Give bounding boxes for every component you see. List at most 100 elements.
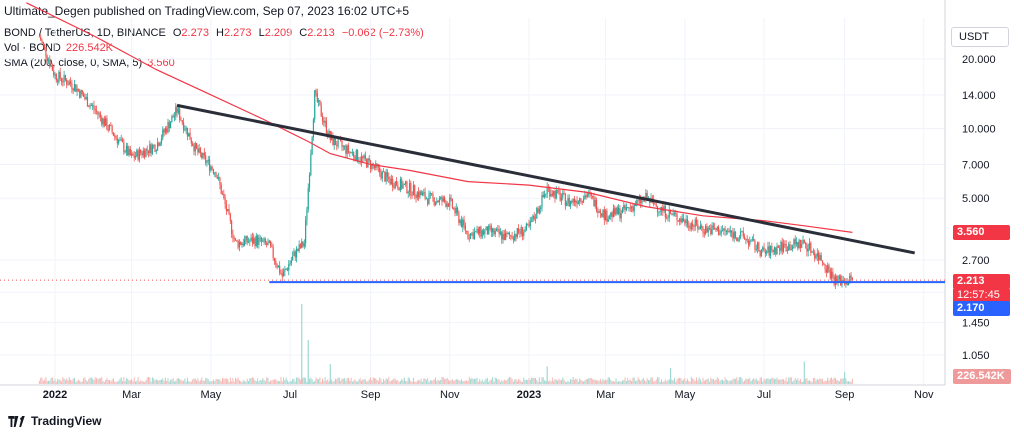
candle-body: [253, 238, 255, 244]
volume-bar: [693, 379, 695, 384]
volume-bar: [380, 378, 382, 384]
volume-bar: [798, 380, 800, 384]
volume-bar: [473, 378, 475, 384]
volume-bar: [428, 381, 430, 384]
volume-bar: [360, 380, 362, 384]
candle-body: [779, 247, 781, 251]
candle-body: [602, 209, 604, 217]
candle-body: [842, 280, 844, 282]
candle-body: [815, 256, 817, 259]
candle-body: [797, 242, 799, 249]
volume-bar: [503, 379, 505, 384]
candle-body: [144, 150, 146, 158]
candle-body: [305, 220, 307, 244]
y-tick-label: 10.000: [962, 124, 996, 136]
volume-bar: [618, 381, 620, 384]
candle-body: [628, 207, 630, 209]
candle-body: [238, 241, 241, 248]
candle-body: [507, 233, 509, 234]
volume-bar: [416, 380, 418, 384]
candle-body: [449, 197, 451, 207]
candle-body: [769, 246, 772, 256]
volume-bar: [662, 381, 664, 384]
candle-body: [560, 197, 563, 201]
volume-label[interactable]: Vol · BOND: [4, 42, 61, 54]
candle-body: [227, 208, 229, 212]
candle-body: [710, 228, 712, 235]
candle-body: [610, 212, 612, 217]
candle-body: [264, 238, 266, 243]
candle-body: [184, 129, 186, 131]
candle-body: [76, 88, 78, 92]
volume-bar: [396, 380, 398, 384]
volume-bar: [331, 379, 333, 384]
volume-bar: [194, 378, 196, 384]
candle-body: [719, 233, 721, 235]
candle-body: [462, 219, 464, 228]
candle-body: [302, 241, 304, 247]
volume-bar: [375, 378, 377, 384]
candle-body: [211, 166, 213, 170]
candle-body: [763, 247, 765, 251]
candle-body: [510, 235, 512, 237]
symbol-label[interactable]: BOND / TetherUS, 1D, BINANCE: [4, 27, 166, 39]
volume-bar: [162, 378, 164, 384]
volume-bar: [627, 378, 629, 384]
volume-bar: [783, 379, 785, 384]
candle-body: [106, 118, 108, 130]
volume-bar: [573, 379, 575, 384]
candle-body: [712, 225, 715, 228]
volume-bar: [101, 377, 103, 384]
volume-bar: [298, 378, 300, 384]
candle-body: [236, 240, 238, 242]
volume-bar: [41, 378, 43, 384]
candle-body: [460, 220, 463, 228]
candle-body: [172, 116, 174, 118]
volume-bar: [279, 381, 281, 384]
candle-body: [495, 229, 498, 231]
volume-bar: [171, 379, 173, 384]
candle-body: [558, 190, 560, 193]
candle-body: [44, 44, 46, 48]
candle-body: [486, 226, 489, 235]
candle-body: [159, 143, 161, 146]
volume-bar: [66, 378, 68, 384]
volume-bar: [166, 380, 168, 384]
candle-body: [471, 232, 473, 234]
volume-bar: [454, 380, 456, 384]
candle-body: [619, 207, 621, 219]
candle-body: [395, 181, 398, 186]
volume-bar: [184, 378, 186, 384]
candle-body: [693, 226, 695, 227]
currency-button[interactable]: USDT: [951, 27, 1009, 47]
candle-body: [377, 166, 379, 168]
volume-bar: [544, 380, 546, 384]
volume-bar: [475, 378, 477, 384]
candle-body: [721, 229, 724, 231]
candle-body: [298, 244, 300, 251]
descending-trendline: [176, 103, 915, 255]
candle-body: [425, 198, 428, 200]
candle-body: [180, 119, 182, 121]
candle-body: [73, 84, 76, 91]
volume-bar: [218, 379, 220, 384]
volume-bar: [564, 381, 566, 384]
volume-bar: [59, 379, 61, 384]
volume-bar: [740, 377, 742, 384]
volume-bar: [159, 379, 161, 384]
candle-body: [346, 145, 348, 154]
volume-bar: [566, 381, 568, 384]
candle-body: [351, 152, 353, 154]
volume-bar: [327, 379, 329, 384]
candle-body: [484, 230, 486, 235]
volume-bar: [755, 378, 757, 384]
volume-bar: [502, 381, 504, 384]
sma-label[interactable]: SMA (200, close, 0, SMA, 5): [4, 57, 143, 69]
volume-bar: [594, 379, 596, 384]
volume-bar: [814, 377, 816, 384]
candle-body: [834, 276, 837, 285]
candle-body: [368, 158, 370, 161]
volume-bar: [838, 381, 840, 384]
volume-bar: [79, 380, 81, 384]
